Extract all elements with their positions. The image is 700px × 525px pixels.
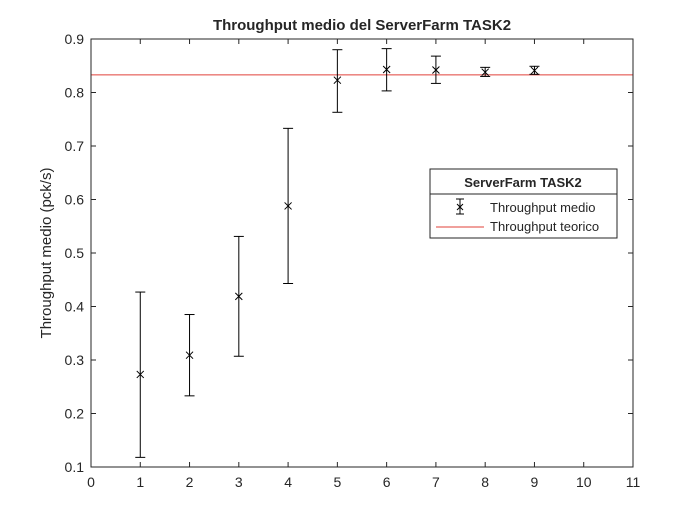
errorbar-point (480, 66, 491, 77)
data-point-marker (530, 66, 539, 75)
errorbar-point (381, 48, 392, 92)
data-point-marker (432, 66, 440, 74)
data-point-marker (382, 65, 391, 74)
x-tick-label: 7 (432, 474, 440, 490)
chart-title: Throughput medio del ServerFarm TASK2 (213, 17, 511, 34)
data-point-marker (185, 351, 194, 360)
x-tick-label: 10 (576, 474, 592, 490)
legend: ServerFarm TASK2 Throughput medio Throug… (429, 168, 618, 239)
data-point-marker (481, 68, 490, 77)
errorbar-point (430, 55, 441, 84)
y-tick-label: 0.5 (65, 245, 85, 261)
axis-ticks: 0 1 2 3 4 5 6 7 8 9 10 11 0.1 0.2 0.3 0.4 0.5 0.6 0.7 0.8 0.… (65, 31, 641, 490)
legend-title: ServerFarm TASK2 (464, 175, 582, 190)
y-tick-label: 0.3 (65, 352, 85, 368)
y-tick-label: 0.4 (65, 299, 85, 315)
y-tick-label: 0.6 (65, 192, 85, 208)
data-point-marker (136, 370, 145, 379)
data-point-marker (234, 292, 243, 301)
data-point-marker (284, 202, 292, 210)
y-tick-label: 0.2 (65, 406, 85, 422)
errorbar-point (233, 235, 244, 357)
x-tick-label: 2 (186, 474, 194, 490)
legend-label-theoretical: Throughput teorico (490, 219, 599, 234)
y-tick-label: 0.1 (65, 459, 85, 475)
x-tick-label: 9 (531, 474, 539, 490)
x-tick-label: 6 (383, 474, 391, 490)
x-tick-label: 11 (626, 474, 641, 490)
x-tick-label: 8 (481, 474, 489, 490)
chart-marks (91, 48, 633, 458)
y-tick-label: 0.9 (65, 31, 85, 47)
plot-area (91, 39, 633, 467)
errorbar-point (184, 314, 195, 397)
errorbar-point (332, 49, 343, 113)
x-tick-label: 0 (87, 474, 95, 490)
x-tick-label: 1 (136, 474, 144, 490)
y-tick-label: 0.8 (65, 85, 85, 101)
errorbar-point (529, 65, 540, 75)
x-tick-label: 3 (235, 474, 243, 490)
legend-label-measured: Throughput medio (490, 200, 596, 215)
x-tick-label: 5 (333, 474, 341, 490)
y-axis-label: Throughput medio (pck/s) (38, 168, 55, 339)
legend-errorbar-icon (456, 198, 464, 215)
data-point-marker (333, 76, 342, 85)
errorbar-point (135, 291, 146, 458)
y-tick-label: 0.7 (65, 138, 85, 154)
errorbar-point (283, 127, 294, 284)
x-tick-label: 4 (284, 474, 292, 490)
